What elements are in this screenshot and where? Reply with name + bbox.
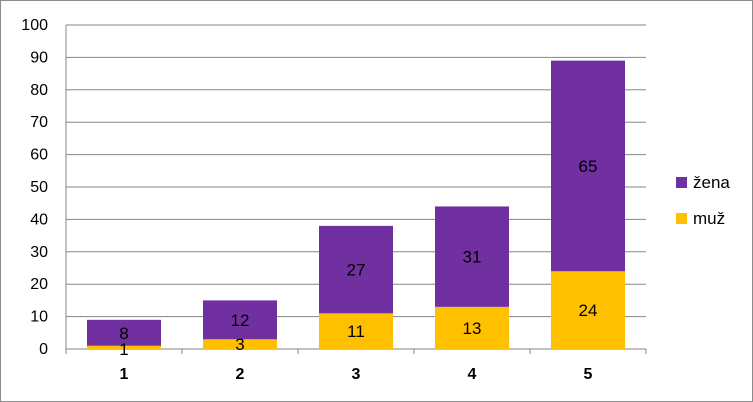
y-tick-label: 50 [30, 179, 48, 196]
data-label: 27 [347, 261, 366, 280]
bar-segment-muz [435, 306, 509, 349]
bar-segment-muz [87, 345, 161, 349]
x-tick-label: 1 [120, 366, 129, 383]
bar-segment-muz [551, 271, 625, 349]
bar-segment-zena [203, 300, 277, 340]
y-tick-label: 60 [30, 147, 48, 164]
bar-segment-zena [551, 60, 625, 272]
bar-segment-muz [203, 339, 277, 349]
data-label: 8 [119, 324, 128, 343]
x-tick-label: 2 [236, 366, 245, 383]
x-tick-label: 3 [352, 366, 361, 383]
y-tick-label: 70 [30, 114, 48, 131]
y-tick-label: 80 [30, 82, 48, 99]
legend-label: žena [693, 173, 730, 192]
data-label: 11 [347, 322, 365, 341]
data-label: 12 [231, 311, 250, 330]
legend-swatch-zena [676, 177, 687, 188]
y-tick-label: 90 [30, 49, 48, 66]
y-tick-label: 10 [30, 309, 48, 326]
bar-segment-zena [87, 319, 161, 346]
data-label: 31 [463, 248, 482, 267]
data-label: 3 [235, 335, 244, 354]
y-tick-label: 0 [39, 341, 48, 358]
y-tick-label: 100 [21, 17, 48, 34]
y-tick-label: 40 [30, 211, 48, 228]
x-tick-label: 4 [468, 366, 477, 383]
bar-segment-zena [435, 206, 509, 307]
x-tick-label: 5 [584, 366, 593, 383]
data-label: 24 [579, 301, 598, 320]
bar-segment-muz [319, 313, 393, 349]
y-tick-label: 30 [30, 244, 48, 261]
legend-label: muž [693, 209, 725, 228]
data-label: 13 [463, 319, 482, 338]
data-label: 65 [579, 157, 598, 176]
y-tick-label: 20 [30, 276, 48, 293]
data-label: 1 [119, 340, 128, 359]
bar-segment-zena [319, 225, 393, 314]
legend-swatch-muz [676, 213, 687, 224]
